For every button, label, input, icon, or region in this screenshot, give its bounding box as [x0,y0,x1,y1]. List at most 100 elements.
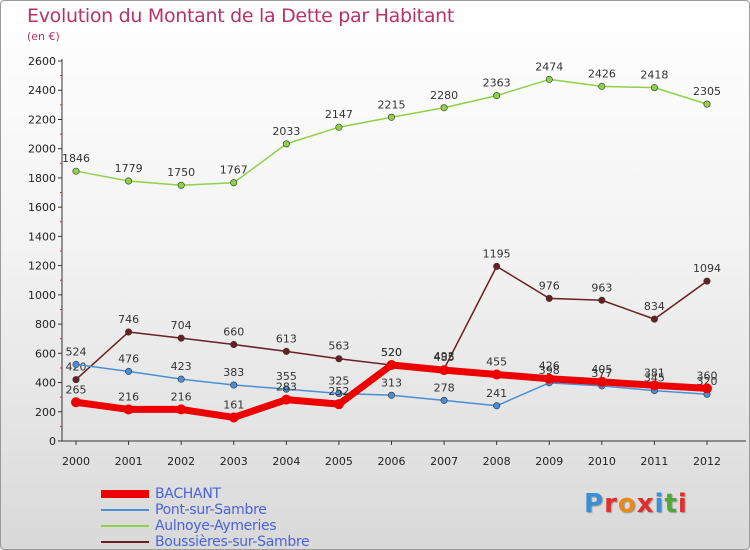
x-tick-label: 2011 [640,455,668,468]
data-label-boussi-res-sur-sambre: 660 [223,326,244,339]
data-point-aulnoye-aymeries [177,181,185,189]
data-point-bachant [439,365,450,376]
y-tick-label: 800 [35,318,56,331]
data-label-aulnoye-aymeries: 2147 [325,108,353,121]
data-label-aulnoye-aymeries: 2426 [588,67,616,80]
data-label-pont-sur-sambre: 476 [118,352,139,365]
legend-item-pont-sur-sambre: Pont-sur-Sambre [101,502,309,518]
data-point-aulnoye-aymeries [493,92,501,100]
data-label-boussi-res-sur-sambre: 520 [381,346,402,359]
y-tick-label: 2600 [28,55,56,68]
data-point-aulnoye-aymeries [125,177,133,185]
data-point-aulnoye-aymeries [335,123,343,131]
data-label-pont-sur-sambre: 325 [328,375,349,388]
y-tick-label: 0 [49,435,56,448]
data-label-aulnoye-aymeries: 2305 [693,85,721,98]
data-label-pont-sur-sambre: 423 [171,360,192,373]
logo-letter: P [584,489,605,519]
chart-title: Evolution du Montant de la Dette par Hab… [27,5,455,27]
data-point-boussi-res-sur-sambre [72,376,80,384]
logo-letter: t [664,489,678,519]
y-tick-label: 2400 [28,84,56,97]
x-tick-label: 2001 [115,455,143,468]
data-label-boussi-res-sur-sambre: 1195 [483,247,511,260]
data-label-aulnoye-aymeries: 2280 [430,89,458,102]
data-point-bachant [544,373,555,384]
y-tick-label: 600 [35,347,56,360]
data-label-pont-sur-sambre: 377 [591,367,612,380]
data-point-bachant [176,404,187,415]
data-label-boussi-res-sur-sambre: 493 [434,350,455,363]
data-point-bachant [386,360,397,370]
data-label-bachant: 265 [66,383,87,396]
x-tick-label: 2003 [220,455,248,468]
chart-legend: BACHANT Pont-sur-Sambre Aulnoye-Aymeries Bo… [101,486,310,549]
data-point-bachant [702,383,712,394]
data-label-aulnoye-aymeries: 2363 [483,77,511,90]
data-label-bachant: 485 [434,351,455,364]
data-point-bachant [596,376,607,387]
data-point-aulnoye-aymeries [440,104,448,112]
data-point-aulnoye-aymeries [282,140,290,148]
y-tick-label: 1800 [28,172,56,185]
data-point-pont-sur-sambre [440,396,448,404]
data-point-bachant [491,369,502,380]
data-label-bachant: 426 [539,360,560,373]
data-label-pont-sur-sambre: 278 [434,381,455,394]
x-tick-label: 2010 [588,455,616,468]
y-tick-label: 200 [35,406,56,419]
logo-letter: x [636,489,655,519]
data-point-pont-sur-sambre [282,385,290,393]
data-label-aulnoye-aymeries: 2418 [640,69,668,82]
data-point-boussi-res-sur-sambre [493,262,501,270]
data-label-bachant: 360 [697,369,718,382]
data-point-pont-sur-sambre [177,375,185,383]
data-point-pont-sur-sambre [387,391,395,399]
legend-item-aulnoye-aymeries: Aulnoye-Aymeries [101,518,309,534]
data-label-bachant: 161 [223,398,244,411]
y-tick-label: 1200 [28,260,56,273]
data-label-aulnoye-aymeries: 1846 [62,152,90,165]
data-point-boussi-res-sur-sambre [545,294,553,302]
data-label-aulnoye-aymeries: 2215 [378,98,406,111]
x-tick-label: 2008 [483,455,511,468]
data-point-boussi-res-sur-sambre [650,315,658,323]
data-label-aulnoye-aymeries: 1750 [167,166,195,179]
x-tick-label: 2009 [535,455,563,468]
data-label-aulnoye-aymeries: 2033 [272,125,300,138]
data-point-boussi-res-sur-sambre [177,334,185,342]
data-label-pont-sur-sambre: 313 [381,376,402,389]
data-point-boussi-res-sur-sambre [703,277,711,285]
data-point-boussi-res-sur-sambre [282,347,290,355]
data-label-boussi-res-sur-sambre: 613 [276,332,297,345]
data-point-aulnoye-aymeries [387,113,395,121]
legend-swatch [101,509,149,511]
y-tick-label: 2000 [28,143,56,156]
data-label-aulnoye-aymeries: 1779 [115,162,143,175]
x-tick-label: 2005 [325,455,353,468]
data-label-bachant: 381 [644,366,665,379]
data-label-pont-sur-sambre: 524 [66,345,87,358]
data-point-boussi-res-sur-sambre [598,296,606,304]
chart-subtitle: (en €) [27,30,60,43]
proxiti-logo: Proxiti [584,489,688,519]
legend-label: Pont-sur-Sambre [155,502,267,518]
data-label-pont-sur-sambre: 383 [223,366,244,379]
data-label-bachant: 252 [328,385,349,398]
data-point-bachant [333,399,344,410]
data-label-pont-sur-sambre: 241 [486,387,507,400]
data-label-bachant: 520 [381,346,402,359]
data-label-aulnoye-aymeries: 1767 [220,164,248,177]
legend-swatch [101,490,149,498]
data-label-bachant: 283 [276,381,297,394]
x-tick-label: 2004 [272,455,300,468]
data-label-boussi-res-sur-sambre: 563 [328,340,349,353]
logo-letter: r [604,489,618,519]
data-label-boussi-res-sur-sambre: 963 [591,281,612,294]
data-point-bachant [649,380,660,391]
data-point-pont-sur-sambre [230,381,238,389]
data-label-bachant: 405 [591,363,612,376]
data-point-boussi-res-sur-sambre [125,328,133,336]
x-tick-label: 2002 [167,455,195,468]
legend-item-boussi-res-sur-sambre: Boussières-sur-Sambre [101,534,310,549]
